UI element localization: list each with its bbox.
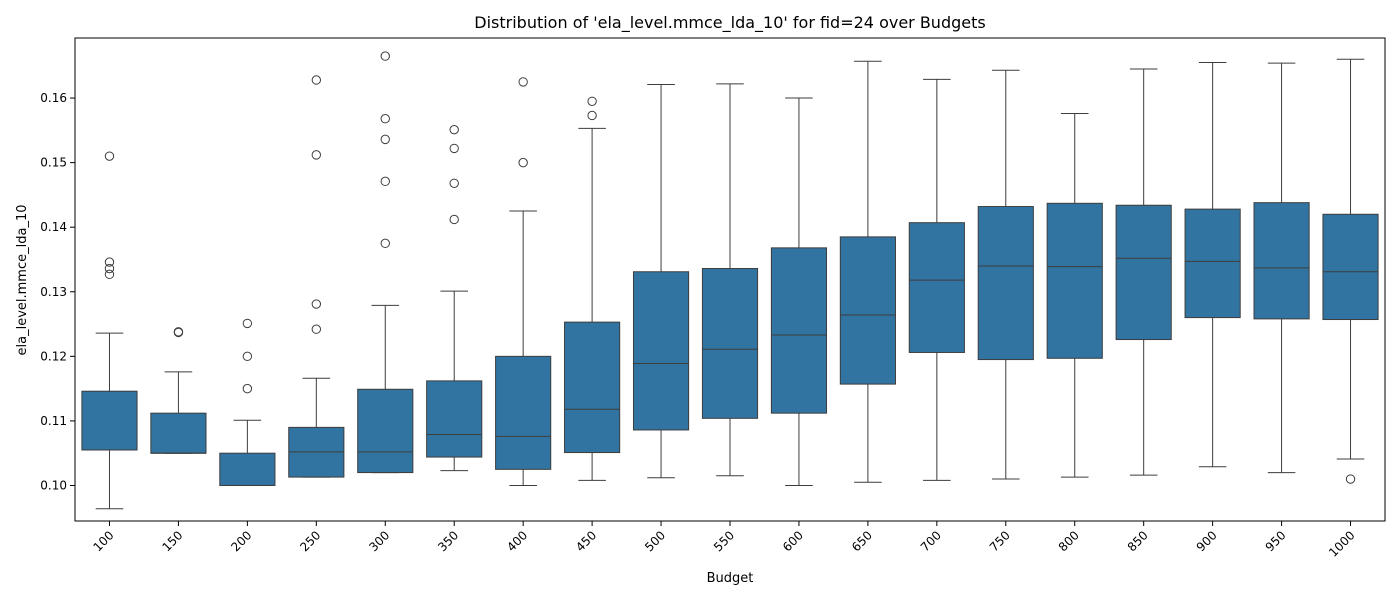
plot-area-frame xyxy=(74,37,1386,522)
outlier-point xyxy=(449,124,459,135)
box-iqr xyxy=(150,412,207,454)
box-iqr xyxy=(81,390,138,451)
y-tick-label: 0.15 xyxy=(40,156,67,170)
x-tick-label: 1000 xyxy=(1326,528,1357,559)
x-tick-label: 450 xyxy=(573,528,599,554)
box-group-800 xyxy=(1046,113,1103,478)
x-tick-label: 150 xyxy=(159,528,185,554)
boxes-layer xyxy=(81,51,1379,510)
box-group-950 xyxy=(1253,62,1310,474)
x-tick-label: 900 xyxy=(1194,528,1220,554)
x-tick-label: 950 xyxy=(1263,528,1289,554)
outlier-point xyxy=(311,150,322,160)
box-iqr xyxy=(219,452,276,486)
box-iqr xyxy=(1253,202,1310,320)
box-group-700 xyxy=(908,78,965,481)
outlier-point xyxy=(242,383,253,394)
outlier-point xyxy=(104,151,115,161)
box-iqr xyxy=(770,247,828,414)
y-tick-label: 0.16 xyxy=(40,91,67,105)
box-group-200 xyxy=(219,318,276,486)
box-iqr xyxy=(977,206,1034,361)
box-group-150 xyxy=(150,327,207,454)
box-iqr xyxy=(426,380,483,458)
y-axis-label: ela_level.mmce_lda_10 xyxy=(15,205,30,356)
y-tick-label: 0.11 xyxy=(40,414,67,428)
x-axis: 100 150 200 250 300 350 400 450 500 550 600 650 700 7… xyxy=(90,521,1358,560)
outlier-point xyxy=(311,324,322,334)
box-iqr xyxy=(495,355,552,470)
outlier-point xyxy=(518,77,528,87)
outlier-point xyxy=(449,214,459,225)
outlier-point xyxy=(587,96,597,106)
outlier-point xyxy=(173,327,184,338)
chart-title: Distribution of 'ela_level.mmce_lda_10' … xyxy=(474,13,985,33)
box-iqr xyxy=(1322,213,1379,321)
x-tick-label: 100 xyxy=(90,528,116,554)
outlier-point xyxy=(1345,474,1356,484)
box-group-400 xyxy=(495,77,552,486)
box-group-500 xyxy=(632,83,690,479)
outlier-point xyxy=(311,299,322,309)
box-iqr xyxy=(564,321,621,454)
outlier-point xyxy=(311,75,322,85)
box-group-550 xyxy=(701,83,759,477)
x-tick-label: 500 xyxy=(642,528,668,554)
x-tick-label: 250 xyxy=(297,528,323,554)
box-group-300 xyxy=(357,51,414,474)
outlier-point xyxy=(242,351,253,362)
box-group-750 xyxy=(977,69,1034,480)
box-iqr xyxy=(1115,204,1172,341)
box-iqr xyxy=(357,388,414,474)
box-iqr xyxy=(839,236,896,385)
outlier-point xyxy=(380,238,390,249)
outlier-point xyxy=(380,51,390,61)
box-iqr xyxy=(1184,208,1241,319)
box-group-450 xyxy=(564,96,621,481)
x-tick-label: 550 xyxy=(711,528,737,554)
outlier-point xyxy=(449,178,459,188)
x-tick-label: 850 xyxy=(1125,528,1151,554)
outlier-point xyxy=(518,157,528,168)
box-iqr xyxy=(701,268,759,419)
y-tick-label: 0.14 xyxy=(40,220,67,234)
x-axis-label: Budget xyxy=(707,571,754,586)
outlier-point xyxy=(380,114,390,124)
x-tick-label: 600 xyxy=(780,528,806,554)
outlier-point xyxy=(587,110,597,121)
x-tick-label: 200 xyxy=(228,528,254,554)
y-tick-label: 0.13 xyxy=(40,285,67,299)
box-group-100 xyxy=(81,151,138,510)
box-iqr xyxy=(632,271,690,431)
y-tick-label: 0.12 xyxy=(40,349,67,363)
outlier-point xyxy=(104,269,115,280)
box-group-850 xyxy=(1115,68,1172,476)
x-tick-label: 350 xyxy=(435,528,461,554)
box-group-1000 xyxy=(1322,58,1379,484)
box-iqr xyxy=(1046,202,1103,359)
outlier-point xyxy=(380,176,390,187)
outlier-point xyxy=(380,134,390,145)
box-group-600 xyxy=(770,97,828,486)
y-axis: 0.10 0.11 0.12 0.13 0.14 0.15 0.16 xyxy=(40,91,75,492)
box-group-250 xyxy=(288,75,345,478)
outlier-point xyxy=(104,257,115,267)
x-tick-label: 300 xyxy=(366,528,392,554)
outlier-point xyxy=(104,263,115,274)
box-group-900 xyxy=(1184,62,1241,468)
outlier-point xyxy=(242,318,253,329)
x-tick-label: 750 xyxy=(987,528,1013,554)
box-group-350 xyxy=(426,124,483,472)
box-group-650 xyxy=(839,60,896,483)
x-tick-label: 650 xyxy=(849,528,875,554)
x-tick-label: 700 xyxy=(918,528,944,554)
x-tick-label: 400 xyxy=(504,528,530,554)
outlier-point xyxy=(449,143,459,154)
box-iqr xyxy=(908,222,965,353)
x-tick-label: 800 xyxy=(1056,528,1082,554)
y-tick-label: 0.10 xyxy=(40,478,67,492)
